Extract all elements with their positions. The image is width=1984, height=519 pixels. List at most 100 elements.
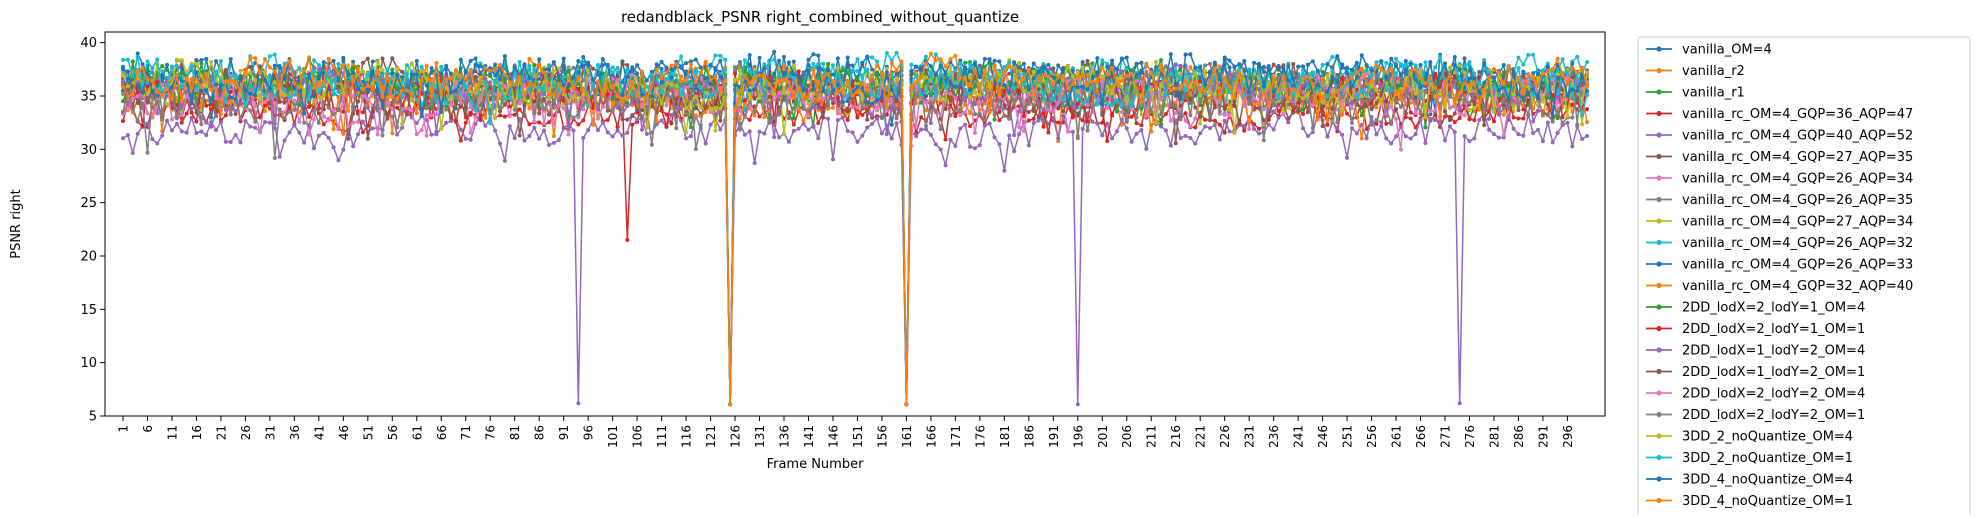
data-point [958, 61, 963, 66]
data-point [1585, 133, 1589, 138]
data-point [977, 143, 982, 148]
data-point [1516, 108, 1521, 113]
data-point [953, 143, 958, 148]
data-point [914, 124, 919, 129]
data-point [532, 63, 537, 68]
data-point [282, 100, 287, 105]
data-point [752, 161, 757, 166]
data-point [1291, 110, 1296, 115]
data-point [527, 63, 532, 68]
data-point [1026, 118, 1031, 123]
data-point [968, 74, 973, 79]
data-point [1203, 63, 1208, 68]
data-point [1183, 111, 1188, 116]
data-point [1110, 58, 1115, 63]
data-point [331, 127, 336, 132]
data-point [135, 51, 140, 56]
data-point [674, 101, 679, 106]
data-point [924, 127, 928, 132]
data-point [502, 158, 507, 163]
data-point [586, 128, 591, 133]
data-point [1521, 107, 1526, 112]
data-point [483, 123, 488, 128]
data-point [811, 52, 816, 57]
data-point [184, 130, 189, 135]
data-point [1501, 132, 1506, 137]
data-point [297, 119, 302, 124]
data-point [1325, 73, 1330, 78]
data-point [1041, 107, 1046, 112]
data-point [1580, 137, 1585, 142]
data-point [1222, 118, 1227, 123]
data-point [1521, 74, 1526, 79]
data-point [1124, 70, 1129, 75]
data-point [1354, 60, 1359, 65]
data-point [1056, 106, 1061, 111]
data-point [1256, 126, 1261, 131]
data-point [248, 124, 253, 129]
data-point [1359, 136, 1364, 141]
data-point [1207, 126, 1212, 131]
data-point [449, 103, 454, 108]
data-point [1193, 125, 1198, 130]
data-point [992, 117, 997, 122]
data-point [429, 113, 434, 118]
data-point [1354, 112, 1359, 117]
data-point [1139, 123, 1144, 128]
data-point [566, 132, 571, 137]
data-point [737, 68, 742, 73]
data-point [865, 117, 870, 122]
data-point [292, 98, 297, 103]
data-point [1139, 106, 1144, 111]
data-point [1408, 110, 1413, 115]
data-point [630, 122, 635, 127]
data-point [581, 118, 586, 123]
data-point [1242, 128, 1247, 133]
data-point [302, 140, 307, 145]
data-point [356, 99, 361, 104]
data-point [1501, 106, 1506, 111]
data-point [1408, 136, 1413, 141]
data-point [1413, 95, 1418, 100]
data-point [600, 104, 605, 109]
data-point [488, 74, 493, 79]
data-point [1139, 112, 1144, 117]
data-point [121, 119, 125, 124]
data-point [380, 56, 385, 61]
data-point [982, 123, 987, 128]
data-point [248, 100, 253, 105]
data-point [174, 121, 179, 126]
data-point [556, 103, 561, 108]
data-point [493, 128, 498, 133]
data-point [889, 136, 894, 141]
data-point [1163, 111, 1168, 116]
data-point [1002, 89, 1007, 94]
data-point [835, 56, 840, 61]
data-point [772, 135, 777, 140]
data-point [1452, 120, 1457, 125]
data-point [654, 62, 659, 67]
data-point [1359, 113, 1364, 118]
data-point [282, 110, 287, 115]
data-point [928, 120, 933, 125]
data-point [1315, 68, 1320, 73]
data-point [1203, 117, 1208, 122]
data-point [1061, 113, 1066, 118]
data-point [1271, 127, 1276, 132]
data-point [537, 120, 542, 125]
data-point [1134, 121, 1139, 126]
data-point [1100, 74, 1105, 79]
data-point [365, 105, 370, 110]
data-point [1031, 107, 1036, 112]
data-point [1041, 124, 1046, 129]
data-point [566, 69, 571, 74]
data-point [502, 102, 507, 107]
data-point [855, 139, 860, 144]
data-point [277, 154, 282, 159]
data-point [365, 136, 370, 141]
data-point [703, 105, 708, 110]
data-point [1575, 54, 1580, 59]
data-point [351, 120, 356, 125]
data-point [782, 64, 786, 69]
data-point [1193, 141, 1198, 146]
